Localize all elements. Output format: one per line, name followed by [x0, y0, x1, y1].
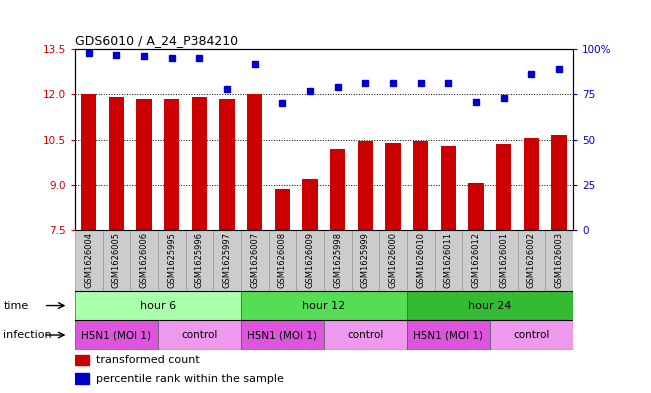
- Bar: [75, 291, 241, 320]
- Text: GSM1625995: GSM1625995: [167, 232, 176, 288]
- Bar: [192, 97, 207, 230]
- Bar: [247, 94, 262, 230]
- Bar: [213, 230, 241, 291]
- Bar: [268, 230, 296, 291]
- Text: GSM1626001: GSM1626001: [499, 232, 508, 288]
- Bar: [130, 230, 158, 291]
- Bar: [413, 141, 428, 230]
- Text: transformed count: transformed count: [96, 355, 199, 365]
- Bar: [358, 141, 373, 230]
- Bar: [164, 99, 179, 230]
- Bar: [158, 320, 241, 350]
- Bar: [469, 183, 484, 230]
- Bar: [275, 189, 290, 230]
- Bar: [324, 230, 352, 291]
- Text: H5N1 (MOI 1): H5N1 (MOI 1): [81, 330, 152, 340]
- Bar: [407, 320, 490, 350]
- Bar: [75, 320, 158, 350]
- Bar: [441, 145, 456, 230]
- Text: GSM1625997: GSM1625997: [223, 232, 232, 288]
- Text: control: control: [513, 330, 549, 340]
- Text: GSM1626007: GSM1626007: [250, 232, 259, 288]
- Bar: [462, 230, 490, 291]
- Bar: [303, 179, 318, 230]
- Text: GSM1626003: GSM1626003: [555, 232, 564, 288]
- Bar: [490, 230, 518, 291]
- Text: GSM1626004: GSM1626004: [84, 232, 93, 288]
- Text: H5N1 (MOI 1): H5N1 (MOI 1): [413, 330, 484, 340]
- Bar: [330, 149, 345, 230]
- Bar: [379, 230, 407, 291]
- Bar: [75, 354, 89, 365]
- Text: GSM1626002: GSM1626002: [527, 232, 536, 288]
- Bar: [524, 138, 539, 230]
- Text: GSM1626000: GSM1626000: [389, 232, 398, 288]
- Bar: [186, 230, 213, 291]
- Bar: [241, 320, 324, 350]
- Text: GSM1626008: GSM1626008: [278, 232, 287, 288]
- Bar: [324, 320, 407, 350]
- Bar: [241, 230, 269, 291]
- Text: time: time: [3, 301, 29, 310]
- Bar: [545, 230, 573, 291]
- Bar: [518, 230, 545, 291]
- Text: hour 24: hour 24: [468, 301, 512, 310]
- Text: GSM1625996: GSM1625996: [195, 232, 204, 288]
- Bar: [158, 230, 186, 291]
- Text: GSM1625999: GSM1625999: [361, 232, 370, 288]
- Bar: [219, 99, 234, 230]
- Bar: [296, 230, 324, 291]
- Bar: [435, 230, 462, 291]
- Text: hour 12: hour 12: [302, 301, 346, 310]
- Text: GSM1626012: GSM1626012: [471, 232, 480, 288]
- Text: control: control: [347, 330, 383, 340]
- Text: percentile rank within the sample: percentile rank within the sample: [96, 374, 283, 384]
- Bar: [103, 230, 130, 291]
- Bar: [385, 143, 400, 230]
- Text: GSM1626011: GSM1626011: [444, 232, 453, 288]
- Bar: [551, 135, 566, 230]
- Bar: [81, 94, 96, 230]
- Text: GSM1626005: GSM1626005: [112, 232, 121, 288]
- Text: GSM1626010: GSM1626010: [416, 232, 425, 288]
- Bar: [407, 291, 573, 320]
- Bar: [352, 230, 379, 291]
- Text: H5N1 (MOI 1): H5N1 (MOI 1): [247, 330, 318, 340]
- Text: GSM1625998: GSM1625998: [333, 232, 342, 288]
- Bar: [137, 99, 152, 230]
- Bar: [407, 230, 435, 291]
- Bar: [109, 97, 124, 230]
- Bar: [75, 230, 103, 291]
- Text: GSM1626009: GSM1626009: [305, 232, 314, 288]
- Text: infection: infection: [3, 330, 52, 340]
- Bar: [490, 320, 573, 350]
- Bar: [496, 144, 511, 230]
- Text: hour 6: hour 6: [140, 301, 176, 310]
- Text: GSM1626006: GSM1626006: [139, 232, 148, 288]
- Text: control: control: [181, 330, 217, 340]
- Bar: [75, 373, 89, 384]
- Text: GDS6010 / A_24_P384210: GDS6010 / A_24_P384210: [75, 34, 238, 47]
- Bar: [241, 291, 407, 320]
